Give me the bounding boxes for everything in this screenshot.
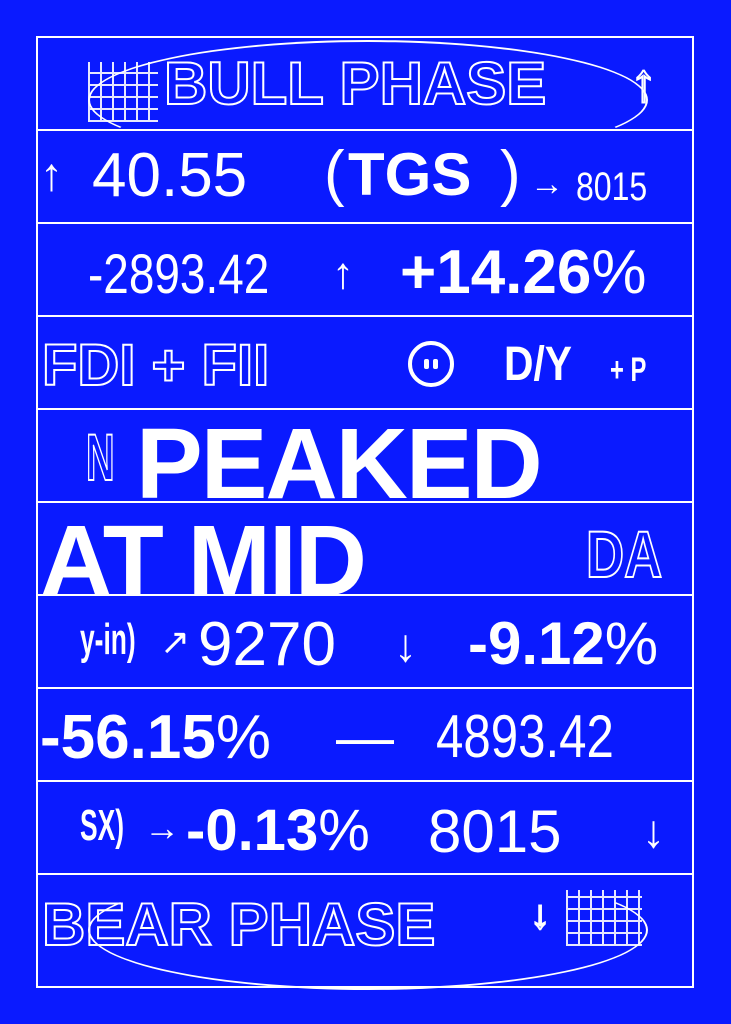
price-value: 40.55 xyxy=(92,141,248,210)
paren-close: ) xyxy=(500,139,521,208)
row-sx: SX) → -0.13% 8015 ↓ xyxy=(36,780,694,873)
index-value: -2893.42 xyxy=(88,242,270,305)
fdi-fii-label: FDI + FII xyxy=(41,333,270,398)
tail-label: + P xyxy=(610,351,647,389)
row-56: -56.15% — 4893.42 xyxy=(36,687,694,780)
right-arrow-icon: → xyxy=(530,165,564,203)
row-fdi-fii: FDI + FII D/Y + P xyxy=(36,315,694,408)
bull-phase-label: BULL PHASE xyxy=(163,50,547,117)
bear-phase-label: BEAR PHASE xyxy=(41,891,436,958)
paren-open: ( xyxy=(324,139,345,208)
row-at-mid: AT MID DA xyxy=(36,501,694,611)
row-index: -2893.42 ↑ +14.26% xyxy=(36,222,694,315)
row-tgs: ↑ 40.55 ( TGS ) → 8015 xyxy=(36,129,694,222)
percent-change: -0.13% xyxy=(186,798,370,863)
up-arrow-icon: ↑ xyxy=(40,148,63,200)
row-peaked: N PEAKED xyxy=(36,408,694,514)
row-buy-in: y-in) ↗ 9270 ↓ -9.12% xyxy=(36,594,694,687)
up-arrow-icon: ↑ xyxy=(629,53,658,113)
headline-peaked: PEAKED xyxy=(136,408,543,520)
grid-decoration-top xyxy=(88,62,158,122)
tail-value: 8015 xyxy=(576,165,648,209)
buy-in-value: 9270 xyxy=(198,610,336,679)
percent-change: +14.26% xyxy=(400,238,647,307)
up-right-arrow-icon: ↗ xyxy=(160,621,191,662)
percent-change: -9.12% xyxy=(468,610,659,677)
value-8015: 8015 xyxy=(428,798,562,865)
ticker-symbol: TGS xyxy=(348,141,472,208)
buy-in-label: y-in) xyxy=(80,615,136,664)
right-arrow-icon: → xyxy=(144,807,180,848)
row-bear-phase: BEAR PHASE ↓ xyxy=(36,873,694,966)
smiley-icon xyxy=(408,341,454,387)
down-arrow-icon: ↓ xyxy=(394,619,417,671)
em-dash: — xyxy=(336,705,394,770)
row-bull-phase: BULL PHASE ↑ xyxy=(36,36,694,129)
down-arrow-icon: ↓ xyxy=(529,893,551,937)
dy-label: D/Y xyxy=(504,338,573,391)
value-4893: 4893.42 xyxy=(436,703,614,770)
percent-change: -56.15% xyxy=(40,703,271,772)
cylinder-arc-bottom xyxy=(88,870,648,990)
ghost-letters: DA xyxy=(585,517,663,591)
ghost-letter: N xyxy=(85,420,115,494)
down-arrow-icon: ↓ xyxy=(642,805,665,857)
sx-label: SX) xyxy=(80,801,125,850)
up-arrow-icon: ↑ xyxy=(332,249,354,298)
